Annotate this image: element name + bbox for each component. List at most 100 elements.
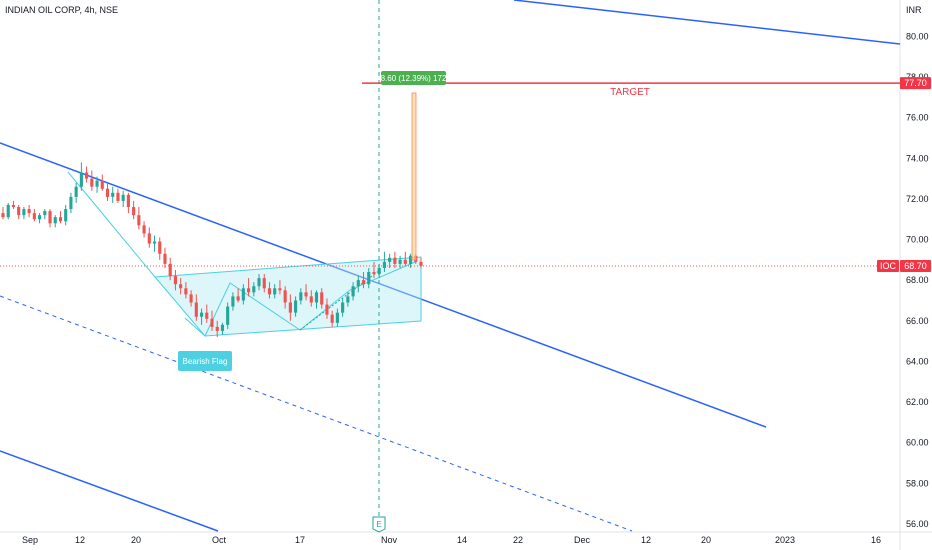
candle-body [48, 211, 52, 224]
target-price-value: 77.70 [904, 78, 927, 88]
y-tick-label: 78.00 [906, 72, 929, 82]
candle-body [393, 257, 397, 264]
candle-body [137, 215, 141, 226]
candle-body [205, 312, 209, 319]
symbol-header: INDIAN OIL CORP, 4h, NSE [5, 5, 118, 15]
measure-bar[interactable] [411, 92, 417, 261]
measure-tooltip: 8.60 (12.39%) 172 [381, 71, 447, 85]
candle-body [257, 278, 261, 287]
y-tick-label: 68.00 [906, 275, 929, 285]
x-axis[interactable]: Sep 12 20 Oct 17 Nov 14 22 Dec 12 20 2023 16 [22, 535, 881, 545]
candle-body [111, 192, 115, 197]
candle-body [314, 292, 319, 303]
candle-body [22, 209, 26, 216]
x-tick-label: 20 [701, 535, 711, 545]
candle-body [273, 288, 277, 295]
candle-body [382, 261, 386, 268]
candle-body [199, 312, 204, 317]
y-tick-label: 70.00 [906, 235, 929, 245]
candle-body [168, 263, 172, 277]
y-tick-label: 60.00 [906, 438, 929, 448]
candle-body [53, 217, 57, 224]
y-axis[interactable]: 56.00 58.00 60.00 62.00 64.00 66.00 68.00 70.00… [906, 31, 929, 529]
candle-body [262, 278, 266, 289]
candle-body [152, 241, 157, 244]
y-tick-label: 74.00 [906, 153, 929, 163]
y-tick-label: 58.00 [906, 478, 929, 488]
candle-body [105, 188, 110, 197]
candle-body [69, 196, 73, 210]
candle-body [184, 288, 188, 295]
candle-body [17, 207, 21, 216]
candle-body [330, 314, 334, 323]
x-tick-label: Nov [381, 535, 398, 545]
candle-body [85, 172, 89, 179]
y-tick-label: 64.00 [906, 356, 929, 366]
candle-body [194, 302, 198, 317]
candle-body [377, 267, 381, 275]
candle-body [173, 276, 177, 285]
flag-dotted-line [299, 269, 381, 331]
bearish-flag-channel[interactable] [153, 256, 422, 337]
candle-body [309, 296, 313, 303]
candle-body [346, 296, 350, 303]
candle-body [142, 225, 146, 234]
candle-body [252, 286, 256, 293]
x-tick-label: Dec [574, 535, 591, 545]
candle-body [372, 272, 376, 275]
last-price-value: 68.70 [904, 261, 927, 271]
candle-body [341, 302, 345, 313]
x-tick-label: 2023 [775, 535, 795, 545]
candle-body [267, 288, 272, 295]
candle-body [325, 304, 329, 315]
flag-zigzag-line [184, 261, 416, 337]
top-right-trend-line[interactable] [513, 0, 901, 45]
candle-body [179, 284, 183, 289]
target-price-tag: 77.70 [900, 77, 931, 90]
bearish-flag-label: Bearish Flag [183, 357, 228, 366]
earnings-marker[interactable]: E [372, 516, 386, 533]
middle-dashed-line[interactable] [0, 295, 633, 532]
candle-body [288, 302, 292, 313]
candle-body [95, 180, 99, 187]
candles [1, 162, 423, 338]
x-tick-label: 12 [641, 535, 651, 545]
upper-channel-line[interactable] [0, 142, 767, 428]
measure-label: 8.60 (12.39%) 172 [381, 74, 447, 83]
candle-body [403, 259, 407, 264]
candle-body [335, 312, 339, 323]
x-tick-label: Oct [212, 535, 227, 545]
y-tick-label: 80.00 [906, 31, 929, 41]
candle-body [100, 180, 104, 189]
candle-body [74, 186, 78, 197]
candle-body [163, 253, 167, 264]
candle-body [283, 290, 287, 303]
candle-body [11, 205, 16, 208]
candle-body [361, 280, 366, 285]
candle-body [231, 296, 235, 307]
candle-body [210, 318, 214, 327]
candle-body [408, 255, 413, 264]
candle-body [126, 194, 130, 208]
target-label: TARGET [610, 87, 650, 98]
bearish-flag-tag[interactable]: Bearish Flag [178, 351, 232, 371]
candle-body [294, 300, 298, 313]
candle-body [236, 296, 240, 301]
candle-body [278, 288, 282, 291]
candle-body [116, 192, 120, 201]
x-tick-label: Sep [22, 535, 38, 545]
lower-channel-line[interactable] [0, 450, 219, 532]
candle-body [320, 292, 324, 305]
candle-body [158, 241, 162, 254]
candle-body [220, 324, 225, 331]
candle-body [121, 194, 125, 201]
candle-body [38, 215, 42, 220]
candle-body [1, 213, 5, 218]
y-tick-label: 56.00 [906, 519, 929, 529]
candle-body [90, 178, 94, 187]
last-price-symbol: IOC [880, 261, 897, 271]
candle-body [6, 205, 10, 218]
candle-body [132, 207, 136, 216]
